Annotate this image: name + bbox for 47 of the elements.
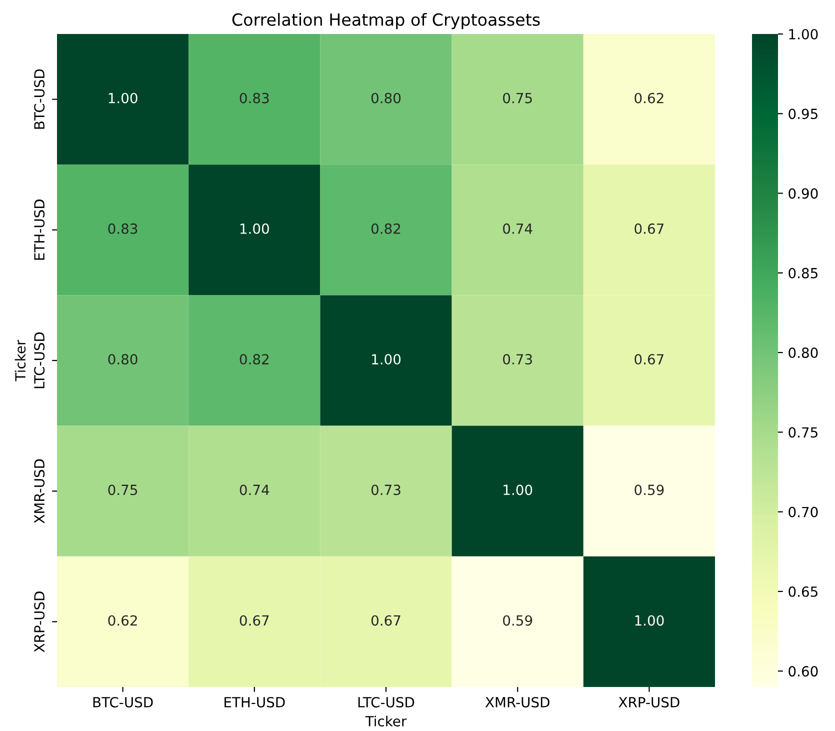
- chart-title: Correlation Heatmap of Cryptoassets: [232, 13, 540, 30]
- x-tick-label: XRP-USD: [618, 696, 680, 708]
- data-label: 0.67: [634, 354, 664, 365]
- text: 0.75: [788, 427, 818, 438]
- y-tick-label: XMR-USD: [34, 459, 45, 524]
- data-label: 0.67: [634, 223, 664, 234]
- data-label: 0.62: [108, 615, 137, 626]
- text: 0.90: [788, 188, 818, 199]
- x-axis-title: Ticker: [365, 716, 407, 726]
- text: 1.00: [789, 28, 818, 40]
- data-label: 0.59: [634, 484, 664, 496]
- text: 0.70: [788, 506, 818, 518]
- data-label: 0.75: [108, 484, 138, 496]
- data-label: 1.00: [240, 223, 269, 234]
- text: 0.60: [788, 666, 818, 677]
- text: 0.65: [788, 586, 818, 597]
- data-label: 1.00: [635, 615, 664, 626]
- y-tick-label: LTC-USD: [34, 332, 45, 388]
- data-label: 0.83: [240, 92, 269, 104]
- text: 0.95: [788, 108, 818, 120]
- x-tick-label: XMR-USD: [485, 696, 550, 708]
- data-label: 0.80: [108, 354, 138, 365]
- y-tick-label: XRP-USD: [34, 592, 45, 652]
- data-label: 0.82: [240, 354, 268, 365]
- text: 0.85: [788, 268, 818, 278]
- data-label: 1.00: [504, 484, 532, 496]
- y-tick-label: BTC-USD: [34, 69, 45, 129]
- data-label: 0.80: [371, 92, 401, 104]
- data-label: 0.67: [371, 615, 400, 626]
- data-label: 1.00: [108, 92, 138, 104]
- text: 0.80: [788, 348, 818, 358]
- data-label: 0.73: [503, 354, 532, 365]
- data-label: 1.00: [372, 354, 401, 365]
- data-label: 0.75: [503, 92, 532, 104]
- x-tick-label: ETH-USD: [224, 696, 285, 708]
- data-label: 0.59: [503, 615, 532, 626]
- data-label: 0.74: [503, 223, 532, 234]
- y-axis-title: Ticker: [14, 340, 26, 382]
- data-label: 0.62: [634, 92, 664, 104]
- y-tick-label: ETH-USD: [34, 200, 45, 260]
- x-tick-label: LTC-USD: [358, 696, 414, 708]
- data-label: 0.82: [371, 223, 400, 234]
- x-tick-label: BTC-USD: [93, 696, 153, 708]
- data-label: 0.74: [240, 484, 270, 496]
- data-label: 0.67: [240, 615, 269, 626]
- data-label: 0.83: [108, 223, 138, 234]
- data-label: 0.73: [371, 484, 400, 496]
